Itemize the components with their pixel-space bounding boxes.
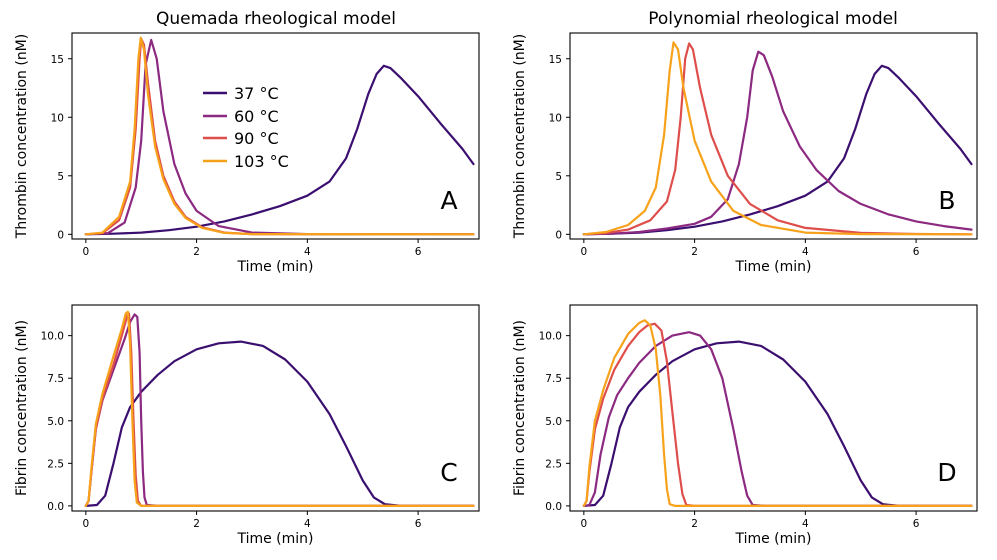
panel-c-fibrin-quemada: 0 2 4 6 0.0 2.5 5.0 7.5 10.0 Time (min) Fibrin con… [14,304,480,547]
series-line-b-37c [582,64,973,236]
x-tick-label-c-3: 6 [415,518,422,530]
x-tick-label-c-1: 2 [193,518,200,530]
y-axis-title-b: Thrombin concentration (nM) [512,34,528,239]
x-tick-label-b-1: 2 [691,246,698,258]
legend-label-37: 37 °C [234,84,279,103]
plot-frame-c [71,304,480,512]
y-axis-title-d: Fibrin concentration (nM) [512,320,528,496]
x-axis-title-d: Time (min) [734,531,811,547]
y-tick-label-a-0: 0 [57,229,64,241]
series-line-b-60c [582,50,973,236]
panel-d-fibrin-polynomial: 0 2 4 6 0.0 2.5 5.0 7.5 10.0 Time (min) Fibrin con… [512,304,978,547]
y-tick-label-c-4: 10.0 [41,331,64,343]
y-tick-label-d-1: 2.5 [545,458,562,470]
x-tick-label-b-3: 6 [913,246,920,258]
x-tick-label-c-0: 0 [82,518,89,530]
x-tick-label-b-2: 4 [802,246,809,258]
panel-letter-a: A [440,186,457,215]
x-axis-title-a: Time (min) [236,259,313,275]
y-tick-label-a-1: 5 [57,171,64,183]
series-line-a-103c [84,36,475,236]
series-line-d-103c [582,319,973,507]
y-tick-label-a-2: 10 [51,112,64,124]
series-line-d-90c [582,322,973,507]
series-line-b-103c [582,41,973,236]
series-line-c-103c [84,310,475,507]
y-tick-label-b-0: 0 [555,229,562,241]
panel-letter-c: C [440,458,457,487]
series-line-d-60c [582,331,973,507]
x-tick-label-d-2: 4 [802,518,809,530]
panel-b-thrombin-polynomial: 0 2 4 6 0 5 10 15 Time (min) Thrombin concentrati… [512,32,978,275]
y-tick-label-d-4: 10.0 [539,331,562,343]
y-tick-label-a-3: 15 [51,54,64,66]
x-tick-label-d-1: 2 [691,518,698,530]
series-line-d-37c [582,340,973,507]
series-line-a-90c [84,37,475,236]
y-tick-label-b-1: 5 [555,171,562,183]
x-tick-label-d-0: 0 [580,518,587,530]
series-line-c-37c [84,340,475,507]
y-axis-title-a: Thrombin concentration (nM) [14,34,30,239]
series-line-a-60c [84,38,475,236]
y-tick-label-c-3: 7.5 [47,373,64,385]
y-tick-label-c-2: 5.0 [47,416,64,428]
panel-letter-b: B [938,186,955,215]
x-tick-label-c-2: 4 [304,518,311,530]
x-tick-label-a-1: 2 [193,246,200,258]
series-line-c-60c [84,313,475,507]
y-tick-label-d-0: 0.0 [545,501,562,513]
x-tick-label-a-0: 0 [82,246,89,258]
x-tick-label-b-0: 0 [580,246,587,258]
legend-label-60: 60 °C [234,107,279,126]
legend: 37 °C 60 °C 90 °C 103 °C [203,84,289,171]
legend-label-103: 103 °C [234,152,289,171]
series-line-b-90c [582,42,973,236]
legend-label-90: 90 °C [234,129,279,148]
panel-a-thrombin-quemada: 0 2 4 6 0 5 10 15 Time (min) Thrombin concentrati… [14,32,480,275]
plot-frame-a [71,32,480,240]
y-tick-label-d-2: 5.0 [545,416,562,428]
x-tick-label-a-3: 6 [415,246,422,258]
x-axis-title-b: Time (min) [734,259,811,275]
plot-frame-b [569,32,978,240]
y-tick-label-c-1: 2.5 [47,458,64,470]
y-axis-title-c: Fibrin concentration (nM) [14,320,30,496]
title-polynomial: Polynomial rheological model [648,9,898,29]
y-tick-label-b-3: 15 [549,54,562,66]
x-tick-label-d-3: 6 [913,518,920,530]
y-tick-label-b-2: 10 [549,112,562,124]
x-axis-title-c: Time (min) [236,531,313,547]
plot-frame-d [569,304,978,512]
y-tick-label-c-0: 0.0 [47,501,64,513]
x-tick-label-a-2: 4 [304,246,311,258]
title-quemada: Quemada rheological model [156,9,396,29]
y-tick-label-d-3: 7.5 [545,373,562,385]
series-line-a-37c [84,64,475,236]
panel-letter-d: D [937,458,956,487]
